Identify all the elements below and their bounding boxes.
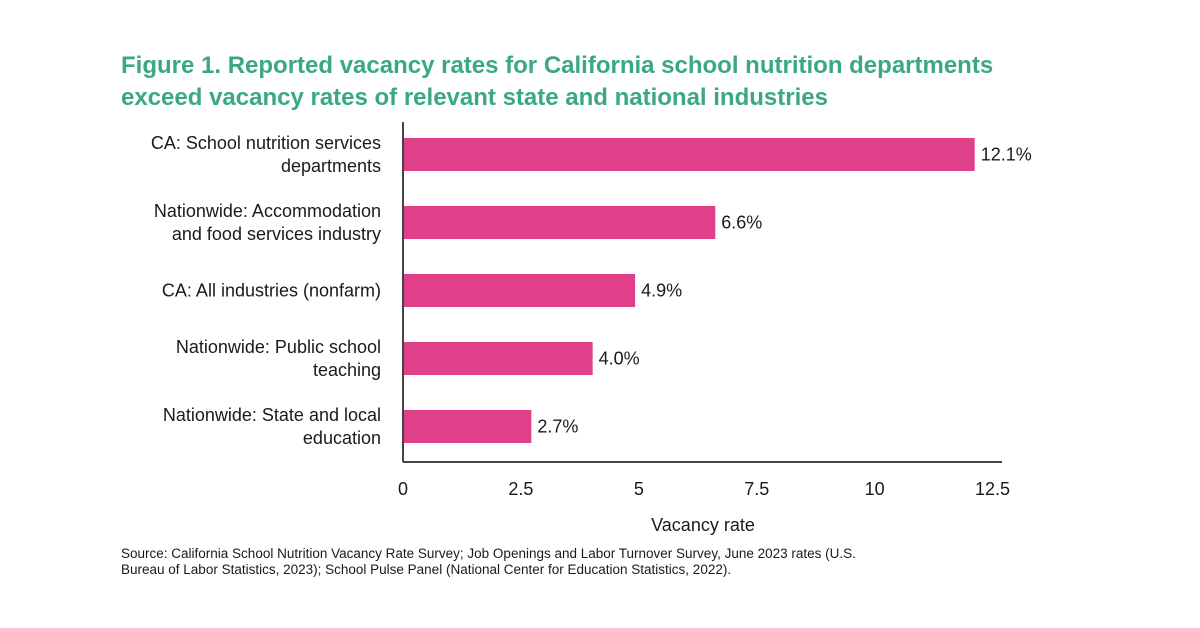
bar-5 [404,410,532,443]
chart-title-line-2: exceed vacancy rates of relevant state a… [121,84,828,111]
category-label-4-line-1: Nationwide: Public school [176,337,381,357]
category-label-2-line-1: Nationwide: Accommodation [154,201,381,221]
category-label-5-line-2: education [303,428,381,448]
bar-4 [404,342,593,375]
chart-title: Figure 1. Reported vacancy rates for Cal… [121,50,1121,114]
x-tick-label-6: 12.5 [975,479,1010,499]
source-line-2: Bureau of Labor Statistics, 2023); Schoo… [121,562,732,577]
x-axis-title: Vacancy rate [651,515,755,535]
value-label-3: 4.9% [641,281,682,301]
chart-title-line-1: Figure 1. Reported vacancy rates for Cal… [121,52,994,79]
x-tick-label-1: 0 [398,479,408,499]
category-label-2-line-2: and food services industry [172,224,381,244]
category-label-1-line-2: departments [281,156,381,176]
category-label-1-line-1: CA: School nutrition services [151,133,381,153]
source-note: Source: California School Nutrition Vaca… [121,546,1021,578]
bar-1 [404,138,975,171]
bar-3 [404,274,636,307]
value-label-2: 6.6% [721,213,762,233]
category-label-4-line-2: teaching [313,360,381,380]
value-label-1: 12.1% [981,145,1032,165]
source-line-1: Source: California School Nutrition Vaca… [121,546,856,561]
x-tick-label-5: 10 [865,479,885,499]
value-label-4: 4.0% [599,349,640,369]
x-tick-label-4: 7.5 [744,479,769,499]
category-label-3-line-1: CA: All industries (nonfarm) [162,281,381,301]
bar-2 [404,206,716,239]
x-tick-label-3: 5 [634,479,644,499]
x-tick-label-2: 2.5 [508,479,533,499]
value-label-5: 2.7% [537,417,578,437]
category-label-5-line-1: Nationwide: State and local [163,405,381,425]
